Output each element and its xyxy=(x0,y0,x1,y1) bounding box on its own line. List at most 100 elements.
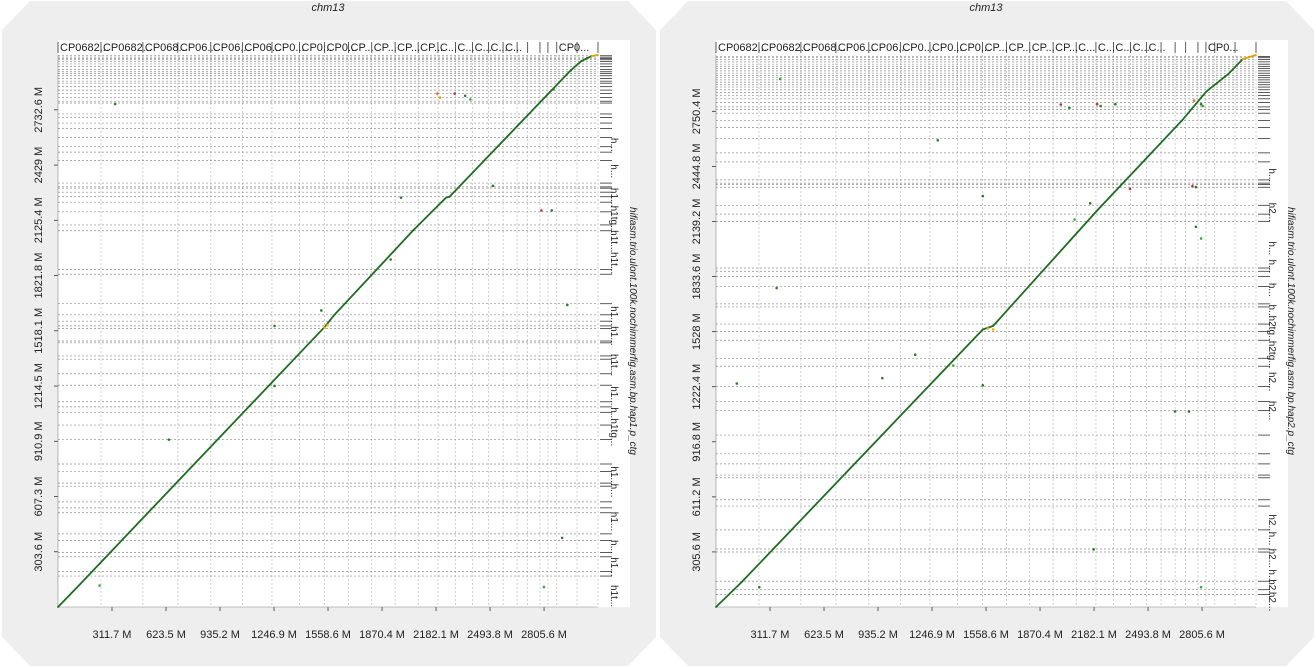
alignment-point xyxy=(167,438,171,441)
y-tick-label: 2750.4 M xyxy=(691,88,703,134)
alignment-segment xyxy=(79,325,326,585)
right-contig-label: h... xyxy=(608,407,619,421)
alignment-point xyxy=(1192,99,1196,102)
x-tick-label: 311.7 M xyxy=(751,629,790,641)
alignment-point xyxy=(540,209,543,212)
y-tick-label: 1518.1 M xyxy=(33,308,45,354)
alignment-point xyxy=(1199,237,1203,240)
top-contig-label: CP... xyxy=(397,42,420,54)
y-tick-label: 607.3 M xyxy=(33,477,45,517)
right-contig-label: h1... xyxy=(608,557,619,576)
y-tick-label: 303.6 M xyxy=(33,532,45,572)
y-tick-label: 1833.6 M xyxy=(691,254,703,300)
x-tick-label: 1246.9 M xyxy=(251,629,297,641)
top-contig-label: CP068... xyxy=(145,42,188,54)
x-tick-label: 2805.6 M xyxy=(521,629,567,641)
alignment-point xyxy=(1059,103,1063,106)
right-contig-label: h... xyxy=(1266,241,1277,255)
alignment-point xyxy=(323,326,327,330)
alignment-point xyxy=(389,258,392,261)
alignment-point xyxy=(735,382,739,385)
alignment-point xyxy=(453,92,457,95)
alignment-point xyxy=(550,209,554,212)
right-contig-label: h1... xyxy=(608,188,619,207)
dotplot-panel-hap1: chm13 CP0682... CP0682... CP068... CP06... CP… xyxy=(2,1,656,666)
alignment-point xyxy=(491,184,495,188)
top-contig-label: CP... xyxy=(374,42,397,54)
alignment-point xyxy=(552,88,555,91)
alignment-segment xyxy=(57,582,82,608)
top-contig-label: CP... xyxy=(351,42,374,54)
top-contig-label: CP0682... xyxy=(718,42,767,54)
top-label-strip xyxy=(58,40,630,55)
alignment-point xyxy=(1199,102,1203,106)
alignment-segment xyxy=(590,54,599,57)
alignment-segment xyxy=(412,196,447,232)
alignment-point xyxy=(775,286,778,290)
top-contig-label: CP068... xyxy=(803,42,846,54)
alignment-segment xyxy=(332,229,415,317)
x-tick-label: 1558.6 M xyxy=(305,629,351,641)
top-contig-label: CP06... xyxy=(838,42,875,54)
alignment-point xyxy=(273,384,276,388)
right-contig-label: h... xyxy=(608,138,619,152)
y-tick-label: 2125.4 M xyxy=(33,197,45,243)
alignment-point xyxy=(326,323,329,327)
right-contig-label: h... xyxy=(1266,569,1277,583)
y-tick-label: 1821.8 M xyxy=(33,253,45,299)
alignment-point xyxy=(436,92,439,95)
top-contig-label: C... xyxy=(440,42,457,54)
top-contig-label: CP0... xyxy=(960,42,991,54)
dotplot-hap1: chm13CP0682...CP0682...CP068...CP06...CP… xyxy=(2,1,656,666)
right-label-strip xyxy=(1256,55,1288,607)
right-contig-label: h2... xyxy=(1266,514,1277,533)
right-contig-label: h1t... xyxy=(608,585,619,607)
alignment-point xyxy=(438,96,442,99)
alignment-segment xyxy=(569,60,583,72)
alignment-point xyxy=(1073,218,1076,221)
right-contig-label: h... xyxy=(1266,168,1277,182)
right-contig-label: h... xyxy=(1266,259,1277,273)
right-contig-label: h1t... xyxy=(608,252,619,274)
alignment-point xyxy=(758,585,761,589)
right-contig-label: h1... xyxy=(608,326,619,345)
top-contig-label: CP0682... xyxy=(60,42,109,54)
x-tick-label: 2493.8 M xyxy=(1125,629,1171,641)
x-tick-label: 623.5 M xyxy=(804,629,844,641)
alignment-point xyxy=(936,138,940,142)
y-tick-label: 1222.4 M xyxy=(691,364,703,410)
top-contig-label: C... xyxy=(491,42,508,54)
alignment-point xyxy=(1092,548,1095,551)
right-contig-label: h... xyxy=(1266,283,1277,297)
x-tick-label: 1246.9 M xyxy=(909,629,955,641)
alignment-point xyxy=(952,364,955,367)
alignment-point xyxy=(1194,225,1198,229)
alignment-segment xyxy=(1181,90,1208,122)
alignment-point xyxy=(991,328,995,331)
alignment-segment xyxy=(715,580,743,608)
right-contig-label: h2... xyxy=(1266,401,1277,420)
right-contig-label: h1... xyxy=(608,386,619,405)
top-contig-label: C... xyxy=(1078,42,1095,54)
alignment-segment xyxy=(1241,54,1257,61)
alignment-point xyxy=(463,94,467,98)
y-tick-label: 305.6 M xyxy=(691,532,703,572)
alignment-point xyxy=(113,102,117,106)
right-contig-label: h... xyxy=(1266,304,1277,318)
x-tick-label: 935.2 M xyxy=(858,629,898,641)
alignment-point xyxy=(1128,187,1132,191)
x-tick-label: 935.2 M xyxy=(200,629,240,641)
top-contig-label: CP... xyxy=(1009,42,1032,54)
alignment-segment xyxy=(1096,119,1183,212)
y-tick-label: 2444.8 M xyxy=(691,143,703,189)
alignment-segment xyxy=(741,328,984,583)
alignment-point xyxy=(981,194,985,198)
x-tick-label: 2182.1 M xyxy=(1071,629,1117,641)
right-contig-label: h1... xyxy=(608,512,619,531)
alignment-point xyxy=(1068,106,1071,110)
top-contig-label: CP06... xyxy=(871,42,908,54)
right-contig-label: h... xyxy=(608,540,619,554)
top-contig-label: C... xyxy=(457,42,474,54)
right-contig-label: h... xyxy=(608,164,619,178)
y-tick-label: 2139.2 M xyxy=(691,199,703,245)
